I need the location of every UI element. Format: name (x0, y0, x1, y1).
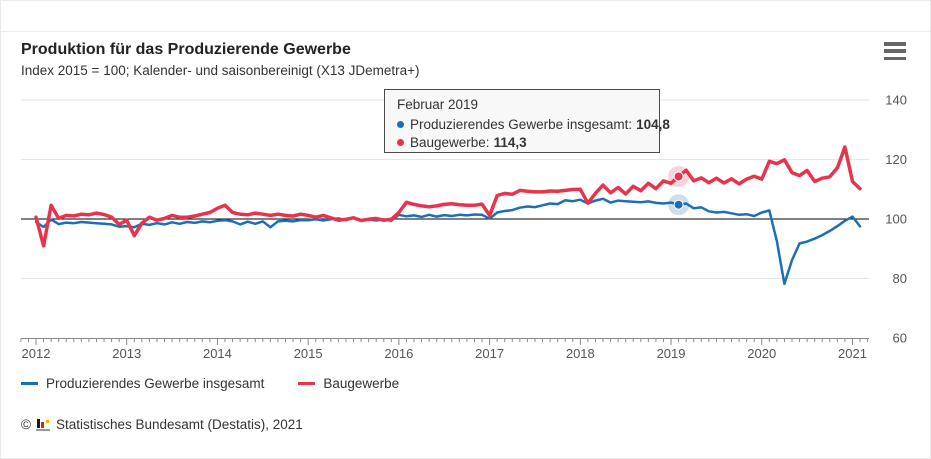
y-axis-tick-label: 80 (893, 271, 907, 286)
highlight-marker[interactable] (673, 199, 684, 210)
x-axis-tick-label: 2016 (384, 346, 413, 361)
series-bullet-icon (397, 121, 404, 128)
copyright-symbol: © (21, 417, 31, 432)
y-axis-tick-label: 60 (893, 331, 907, 346)
logo-bar (41, 422, 45, 428)
hamburger-bar (884, 56, 906, 60)
chart-tooltip: Februar 2019 Produzierendes Gewerbe insg… (384, 89, 670, 153)
x-axis-tick-label: 2017 (475, 346, 504, 361)
hamburger-menu-icon[interactable] (884, 42, 908, 60)
highlight-marker[interactable] (673, 171, 684, 182)
tooltip-row-construction: Baugewerbe: 114,3 (397, 135, 647, 150)
x-axis-tick-label: 2014 (203, 346, 232, 361)
line-chart-plot-area[interactable]: 60 80 100 120 140 2012 2013 2014 2015 2016 2017 201… (1, 1, 931, 369)
legend-item-construction[interactable]: Baugewerbe (298, 376, 399, 391)
chart-legend: Produzierendes Gewerbe insgesamt Baugewe… (21, 376, 433, 391)
top-divider (1, 31, 931, 32)
tooltip-title: Februar 2019 (397, 97, 479, 112)
source-text: Statistisches Bundesamt (Destatis), 2021 (55, 417, 303, 432)
x-axis-tick-label: 2021 (838, 346, 867, 361)
tooltip-value: 114,3 (493, 135, 527, 150)
y-axis-tick-label: 100 (885, 212, 907, 227)
legend-line-swatch (298, 382, 316, 385)
tooltip-row-total: Produzierendes Gewerbe insgesamt: 104,8 (397, 117, 670, 132)
legend-label: Baugewerbe (323, 376, 400, 391)
series-line (34, 197, 862, 286)
hamburger-bar (884, 42, 906, 46)
x-axis-tick-label: 2018 (566, 346, 595, 361)
legend-label: Produzierendes Gewerbe insgesamt (46, 376, 265, 391)
series-line (34, 145, 862, 248)
chart-title: Produktion für das Produzierende Gewerbe (21, 41, 351, 58)
x-axis-tick-label: 2020 (747, 346, 776, 361)
destatis-logo-icon (35, 418, 50, 431)
legend-item-total[interactable]: Produzierendes Gewerbe insgesamt (21, 376, 264, 391)
legend-line-swatch (21, 382, 38, 385)
hamburger-bar (884, 49, 906, 53)
y-axis-tick-label: 120 (885, 152, 907, 167)
copyright-footer: © Statistisches Bundesamt (Destatis), 20… (21, 417, 303, 432)
tooltip-value: 104,8 (636, 117, 670, 132)
x-axis-tick-label: 2012 (22, 346, 51, 361)
tooltip-label: Baugewerbe: (410, 135, 490, 150)
y-axis-tick-label: 140 (885, 93, 907, 108)
logo-bar (45, 420, 49, 423)
chart-subtitle: Index 2015 = 100; Kalender- und saisonbe… (21, 63, 420, 78)
x-axis-tick-label: 2013 (112, 346, 141, 361)
logo-baseline (35, 429, 50, 431)
series-bullet-icon (397, 139, 404, 146)
x-axis-tick-label: 2019 (657, 346, 686, 361)
logo-bar (36, 419, 40, 428)
tooltip-label: Produzierendes Gewerbe insgesamt: (410, 117, 633, 132)
x-axis-tick-label: 2015 (294, 346, 323, 361)
